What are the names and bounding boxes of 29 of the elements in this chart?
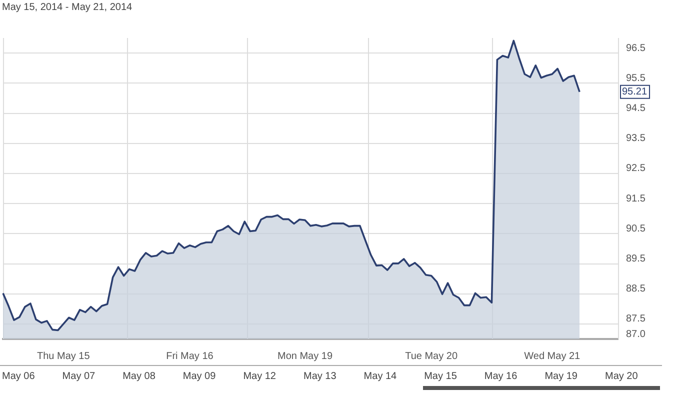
y-tick-label: 93.5 xyxy=(626,133,646,144)
x-tick-label: Wed May 21 xyxy=(524,350,581,362)
text: May 13 xyxy=(304,371,336,382)
y-tick-label: 96.5 xyxy=(626,42,646,54)
text: May 19 xyxy=(544,371,578,382)
text: May 09 xyxy=(182,371,216,382)
text: May 08 xyxy=(122,371,156,382)
text: May 07 xyxy=(62,371,96,382)
x-tick-label: Thu May 15 xyxy=(36,350,90,362)
y-tick-label: 89.5 xyxy=(626,254,646,264)
text: May 06 xyxy=(2,371,35,382)
chart-title: May 15, 2014 - May 21, 2014 xyxy=(2,2,132,13)
x-tick-label: Tue May 20 xyxy=(405,350,458,362)
text: May 14 xyxy=(364,371,397,382)
x-tick-label: Fri May 16 xyxy=(166,350,214,362)
text: May 20 xyxy=(605,371,638,382)
x-tick-label: Mon May 19 xyxy=(277,350,333,362)
y-tick-label: 87.0 xyxy=(626,328,646,340)
annotation: 95.21 xyxy=(622,86,648,98)
y-tick-label: 90.5 xyxy=(626,223,646,234)
text: May 16 xyxy=(484,371,518,382)
y-tick-label: 91.5 xyxy=(626,193,646,204)
text: May 15 xyxy=(424,371,457,382)
y-tick-label: 92.5 xyxy=(626,163,646,174)
y-tick-label: 87.5 xyxy=(626,314,646,325)
y-tick-label: 95.5 xyxy=(626,72,646,84)
y-tick-label: 88.5 xyxy=(626,284,646,295)
y-tick-label: 94.5 xyxy=(626,103,646,114)
text: May 12 xyxy=(243,371,276,382)
